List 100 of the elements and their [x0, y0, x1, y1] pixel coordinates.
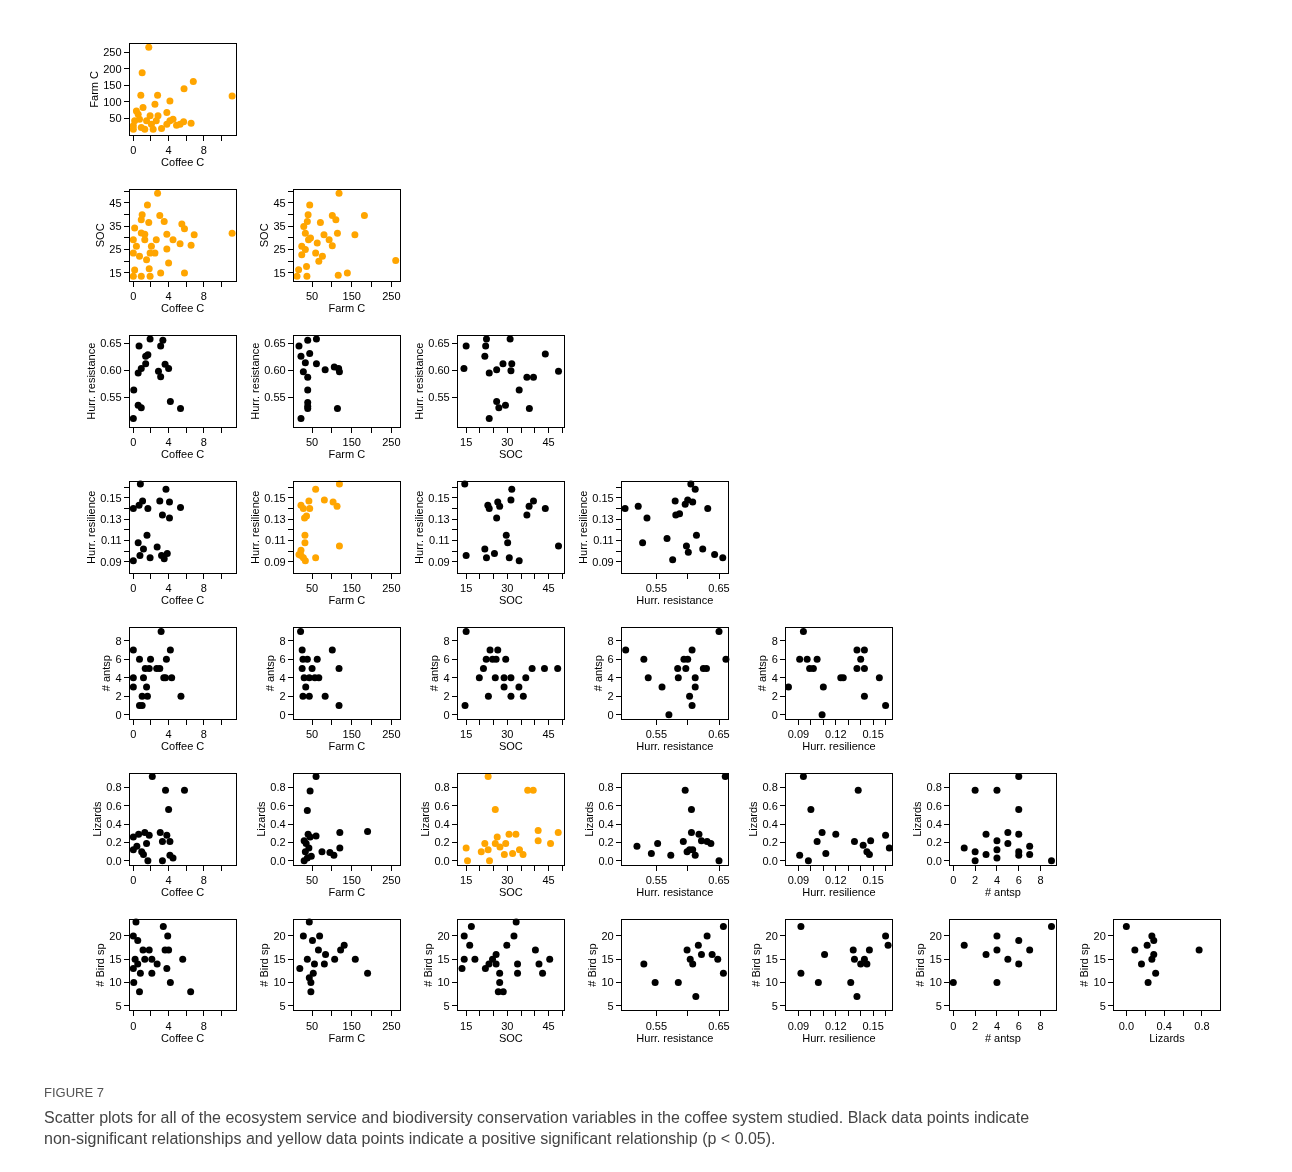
x-tick-label: 50 — [305, 727, 319, 740]
x-tick-label: 4 — [165, 289, 172, 302]
y-tick-label: 0.13 — [428, 513, 450, 526]
x-tick-label: 50 — [305, 873, 319, 886]
y-tick-label: 0.8 — [926, 781, 942, 794]
y-tick-label: 8 — [279, 634, 286, 647]
x-axis-title: SOC — [498, 594, 523, 607]
y-axis-title: # Bird sp — [1078, 943, 1091, 987]
x-axis-title: Coffee C — [161, 1031, 205, 1044]
y-tick-label: 8 — [607, 634, 614, 647]
x-axis-title: Hurr. resistance — [636, 885, 714, 898]
y-axis-title: # antsp — [756, 655, 769, 692]
y-axis-title: Lizards — [747, 800, 760, 837]
y-axis-title: # antsp — [264, 655, 277, 692]
x-tick-label: 4 — [165, 435, 172, 448]
y-axis-title: Lizards — [255, 800, 267, 837]
y-tick-label: 10 — [929, 976, 942, 989]
y-axis-title: # antsp — [428, 655, 441, 692]
x-tick-label: 15 — [460, 727, 473, 740]
y-tick-label: 0.11 — [593, 534, 614, 547]
y-tick-label: 8 — [443, 634, 450, 647]
x-axis-title: Farm C — [328, 1031, 366, 1044]
x-tick-label: 8 — [200, 581, 207, 594]
x-axis-title: Farm C — [328, 448, 366, 461]
x-tick-label: 250 — [382, 1019, 401, 1032]
x-tick-label: 8 — [200, 289, 207, 302]
x-tick-label: 4 — [993, 873, 1001, 886]
y-tick-label: 6 — [115, 653, 122, 666]
x-tick-label: 0.55 — [645, 581, 668, 594]
x-tick-label: 0 — [130, 143, 137, 156]
x-tick-label: 45 — [542, 873, 555, 886]
x-tick-label: 8 — [1037, 873, 1044, 886]
x-tick-label: 30 — [501, 873, 514, 886]
x-tick-label: 45 — [542, 581, 555, 594]
y-axis-title: # Bird sp — [258, 943, 271, 987]
y-tick-label: 0.65 — [428, 337, 450, 350]
y-tick-label: 0.2 — [270, 836, 286, 849]
y-tick-label: 10 — [765, 976, 778, 989]
y-tick-label: 0.60 — [428, 364, 450, 377]
y-tick-label: 0.4 — [926, 818, 942, 830]
y-tick-label: 6 — [607, 653, 614, 666]
y-tick-label: 45 — [273, 196, 286, 209]
y-tick-label: 100 — [103, 95, 122, 108]
y-tick-label: 0.4 — [270, 818, 286, 830]
y-tick-label: 0.11 — [265, 534, 286, 547]
y-tick-label: 0.09 — [100, 555, 122, 568]
x-tick-label: 50 — [305, 289, 319, 302]
y-tick-label: 0.0 — [926, 854, 942, 867]
x-tick-label: 0.0 — [1118, 1019, 1134, 1032]
y-tick-label: 20 — [601, 929, 614, 942]
x-axis-title: Hurr. resilience — [802, 739, 876, 752]
y-tick-label: 5 — [771, 999, 778, 1012]
y-tick-label: 0.09 — [592, 555, 614, 568]
x-axis-title: Hurr. resistance — [636, 1031, 714, 1044]
x-axis-title: # antsp — [984, 1031, 1021, 1044]
y-tick-label: 0.55 — [100, 390, 122, 403]
x-axis-title: Coffee C — [161, 885, 205, 898]
x-tick-label: 250 — [382, 727, 401, 740]
y-axis-title: Hurr. resilience — [248, 490, 261, 564]
x-tick-label: 0 — [130, 581, 137, 594]
x-tick-label: 150 — [342, 873, 361, 886]
y-tick-label: 0.2 — [434, 836, 450, 849]
y-tick-label: 20 — [273, 929, 286, 942]
y-tick-label: 15 — [437, 953, 450, 966]
y-axis-title: Hurr. resilience — [84, 490, 97, 564]
x-tick-label: 0.65 — [708, 581, 730, 594]
x-tick-label: 15 — [460, 873, 473, 886]
y-tick-label: 0.0 — [270, 854, 286, 867]
y-tick-label: 20 — [437, 929, 450, 942]
x-tick-label: 4 — [165, 143, 172, 156]
y-tick-label: 0.0 — [762, 854, 778, 867]
y-tick-label: 0.55 — [428, 390, 450, 403]
y-tick-label: 0.8 — [106, 781, 122, 794]
y-tick-label: 0.4 — [762, 818, 778, 830]
y-tick-label: 20 — [1093, 929, 1106, 942]
x-tick-label: 8 — [200, 1019, 207, 1032]
y-axis-title: Hurr. resistance — [248, 342, 261, 420]
y-tick-label: 5 — [279, 999, 286, 1012]
y-tick-label: 45 — [109, 196, 122, 209]
y-axis-title: Hurr. resilience — [412, 490, 425, 564]
x-tick-label: 0.65 — [708, 1019, 730, 1032]
y-tick-label: 2 — [771, 690, 778, 703]
y-axis-title: Hurr. resilience — [576, 490, 589, 564]
y-tick-label: 0.8 — [598, 781, 614, 794]
y-tick-label: 10 — [601, 976, 614, 989]
y-tick-label: 10 — [1093, 976, 1106, 989]
x-tick-label: 0 — [130, 1019, 137, 1032]
y-tick-label: 0 — [607, 708, 614, 721]
y-tick-label: 0.60 — [100, 364, 122, 377]
y-tick-label: 0.11 — [101, 534, 122, 547]
y-tick-label: 6 — [771, 653, 778, 666]
x-tick-label: 150 — [342, 727, 361, 740]
x-tick-label: 4 — [165, 727, 172, 740]
x-tick-label: 0 — [950, 1019, 957, 1032]
y-tick-label: 4 — [771, 671, 778, 684]
x-tick-label: 0 — [130, 289, 137, 302]
x-tick-label: 4 — [165, 1019, 172, 1032]
y-axis-title: # antsp — [592, 655, 605, 692]
x-tick-label: 50 — [305, 1019, 319, 1032]
text: Scatter plots for all of the ecosystem service and biodiversity conservation variables in the coffee system studied. Black data points indicate non-significant relationships and yellow data points indicate a positive significant relationship (p < 0.05). — [44, 1109, 1030, 1147]
